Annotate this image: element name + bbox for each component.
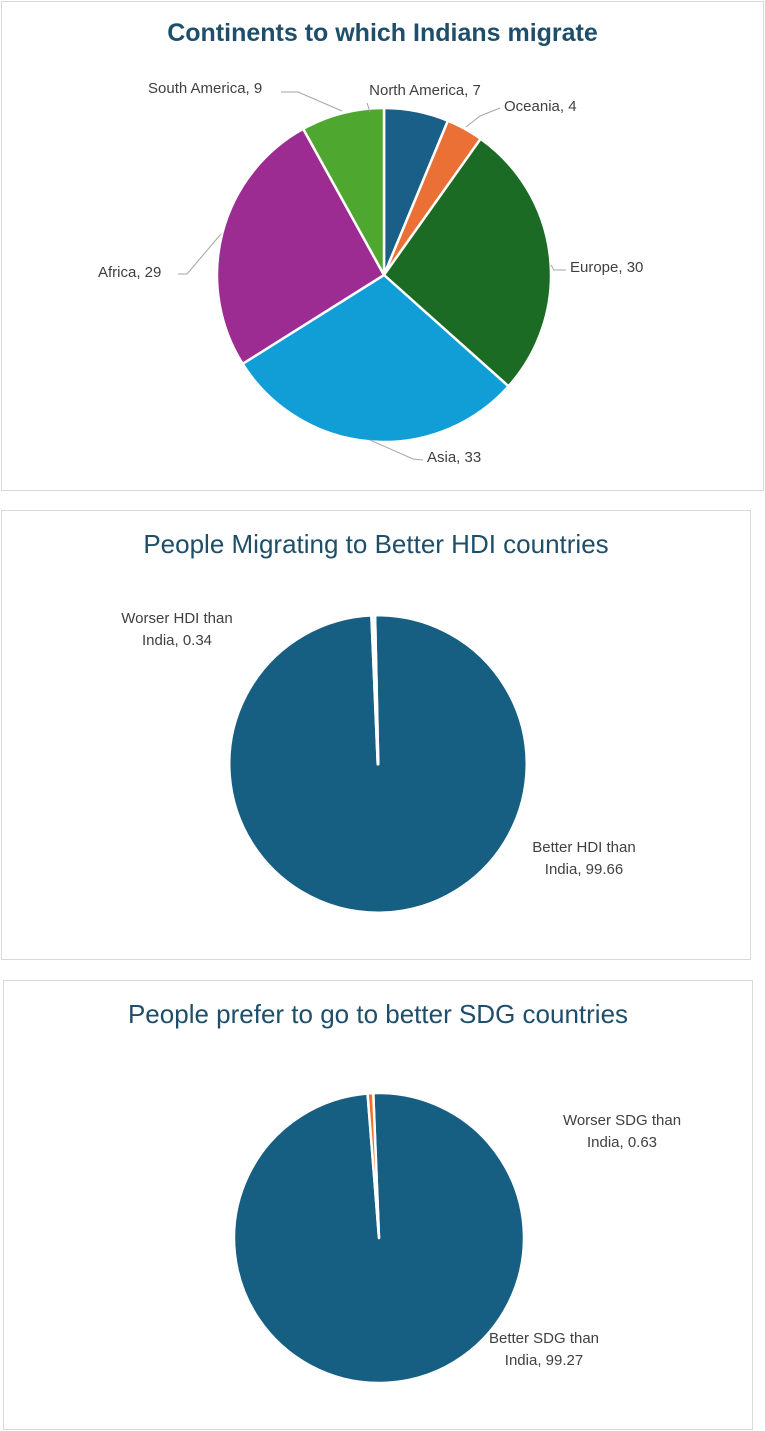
data-label-africa: Africa, 29 xyxy=(98,264,161,281)
leader-line-europe xyxy=(550,264,566,271)
leader-line-africa xyxy=(178,233,222,275)
pie-slice-worser-hdi-than-india xyxy=(370,613,380,766)
pie-slice-south-america xyxy=(301,106,386,277)
leader-line-asia xyxy=(369,439,424,461)
sdg-pie: Better SDG than India, 99.27 Worser SDG th… xyxy=(232,1091,681,1385)
continents-chart: Continents to which Indians migrate Nort… xyxy=(1,1,764,491)
data-label-oceania: Oceania, 4 xyxy=(504,98,577,115)
pie-slice-europe xyxy=(382,137,553,388)
pie-slice-worser-sdg-than-india xyxy=(366,1091,381,1240)
data-label-better-hdi-than-india: Better HDI than India, 99.66 xyxy=(532,839,635,878)
hdi-chart: People Migrating to Better HDI countries… xyxy=(1,510,751,960)
data-label-north-america: North America, 7 xyxy=(369,82,481,99)
leader-line-north-america xyxy=(366,102,371,113)
data-label-worser-sdg-than-india: Worser SDG than India, 0.63 xyxy=(563,1112,681,1151)
data-label-europe: Europe, 30 xyxy=(570,259,643,276)
sdg-chart: People prefer to go to better SDG countr… xyxy=(3,980,753,1430)
data-label-worser-hdi-than-india: Worser HDI than India, 0.34 xyxy=(121,610,232,649)
pie-slice-africa xyxy=(215,127,386,366)
chart-title: People Migrating to Better HDI countries xyxy=(143,529,609,559)
leader-line-oceania xyxy=(465,107,501,128)
chart-title: People prefer to go to better SDG countr… xyxy=(127,999,629,1029)
leader-line-south-america xyxy=(281,91,343,112)
data-label-better-sdg-than-india: Better SDG than India, 99.27 xyxy=(489,1330,599,1369)
pie-slice-asia xyxy=(241,273,510,444)
chart-title: Continents to which Indians migrate xyxy=(167,19,598,47)
continents-pie: North America, 7 Oceania, 4 Europe, 30 Asia… xyxy=(98,80,643,466)
hdi-pie: Better HDI than India, 99.66 Worser HDI th… xyxy=(121,610,636,915)
data-label-asia: Asia, 33 xyxy=(427,449,481,466)
data-label-south-america: South America, 9 xyxy=(148,80,262,97)
